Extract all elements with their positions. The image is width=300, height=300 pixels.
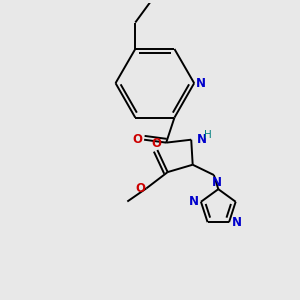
Text: O: O	[135, 182, 145, 195]
Text: N: N	[189, 195, 199, 208]
Text: N: N	[212, 176, 222, 189]
Text: N: N	[231, 216, 242, 229]
Text: O: O	[151, 137, 161, 150]
Text: N: N	[196, 77, 206, 90]
Text: N: N	[196, 133, 206, 146]
Text: O: O	[133, 133, 142, 146]
Text: H: H	[203, 130, 211, 140]
